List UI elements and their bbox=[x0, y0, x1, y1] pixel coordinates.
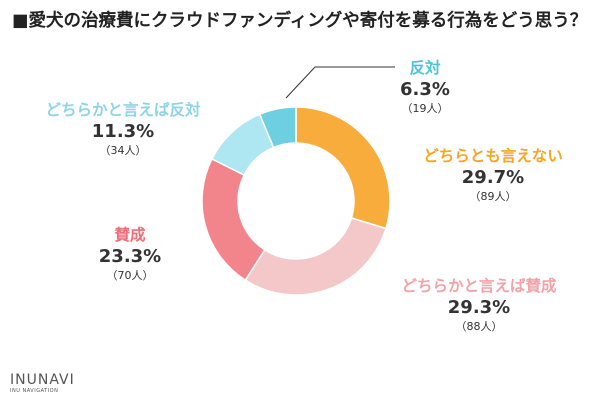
donut-slice-1 bbox=[244, 217, 387, 296]
slice-label-name: どちらかと言えば賛成 bbox=[401, 277, 557, 295]
logo-subtitle: INU NAVIGATION bbox=[10, 388, 59, 394]
slice-label-agree: 賛成 23.3% （70人） bbox=[90, 225, 170, 283]
label-leader-line bbox=[285, 66, 316, 99]
slice-label-name: どちらとも言えない bbox=[423, 147, 563, 165]
donut-slice-2 bbox=[201, 157, 266, 282]
slice-label-value: 29.7% bbox=[461, 167, 525, 188]
inunavi-logo: INUNAVI INU NAVIGATION bbox=[10, 372, 75, 395]
slice-label-neutral: どちらとも言えない 29.7% （89人） bbox=[398, 146, 588, 204]
slice-label-count: （19人） bbox=[401, 102, 449, 115]
slice-label-value: 29.3% bbox=[447, 297, 511, 318]
slice-label-somewhat-agree: どちらかと言えば賛成 29.3% （88人） bbox=[370, 276, 588, 334]
donut-slice-4 bbox=[258, 106, 297, 149]
slice-label-value: 11.3% bbox=[91, 121, 155, 142]
slice-label-somewhat-disagree: どちらかと言えば反対 11.3% （34人） bbox=[18, 100, 228, 158]
slice-label-hantai: 反対 6.3% （19人） bbox=[390, 58, 460, 116]
slice-label-value: 6.3% bbox=[400, 79, 450, 100]
chart-title: ■愛犬の治療費にクラウドファンディングや寄付を募る行為をどう思う？ bbox=[12, 11, 588, 31]
slice-label-name: 反対 bbox=[409, 59, 441, 77]
slice-label-count: （89人） bbox=[469, 190, 517, 203]
logo-wordmark: INUNAVI bbox=[10, 372, 75, 388]
slice-label-value: 23.3% bbox=[98, 246, 162, 267]
slice-label-name: 賛成 bbox=[114, 226, 146, 244]
donut-slice-0 bbox=[295, 106, 391, 230]
slice-label-count: （70人） bbox=[106, 269, 154, 282]
slice-label-count: （88人） bbox=[455, 320, 503, 333]
slice-label-name: どちらかと言えば反対 bbox=[45, 101, 201, 119]
slice-label-count: （34人） bbox=[99, 144, 147, 157]
